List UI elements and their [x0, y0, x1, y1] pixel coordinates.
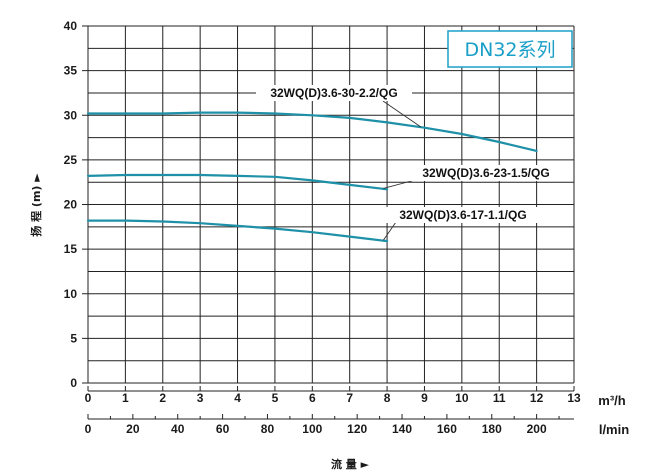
x-tick-label: 1: [122, 391, 129, 405]
y-tick-label: 30: [64, 108, 78, 122]
curve-label-background: [385, 207, 541, 223]
chart-title: DN32系列: [464, 39, 555, 61]
y-tick-label: 10: [64, 287, 78, 301]
x2-tick-label: 100: [302, 422, 322, 436]
x-tick-label: 12: [530, 391, 544, 405]
x2-tick-label: 80: [261, 422, 275, 436]
y-axis-title: 扬 程 (m) ►: [29, 173, 43, 237]
performance-curve: [86, 173, 389, 191]
y-tick-label: 5: [70, 331, 77, 345]
y-tick-label: 25: [64, 153, 78, 167]
y-tick-label: 0: [70, 376, 77, 390]
x2-tick-label: 160: [437, 422, 457, 436]
x2-tick-label: 140: [392, 422, 412, 436]
x2-tick-label: 0: [85, 422, 92, 436]
x2-tick-label: 60: [216, 422, 230, 436]
x-tick-label: 9: [421, 391, 428, 405]
chart-title-box: DN32系列: [447, 30, 573, 68]
x-tick-label: 10: [455, 391, 469, 405]
curve-label-background: [256, 85, 412, 101]
curve-leader-line: [382, 100, 421, 128]
x-tick-label: 5: [272, 391, 279, 405]
grid: [87, 25, 575, 384]
x2-tick-label: 40: [171, 422, 185, 436]
x-tick-label: 11: [493, 391, 506, 405]
y-tick-label: 20: [64, 198, 78, 212]
performance-curve: [86, 219, 389, 243]
x-tick-label: 4: [234, 391, 241, 405]
x-tick-label: 3: [197, 391, 204, 405]
labels: 32WQ(D)3.6-30-2.2/QG 32WQ(D)3.6-23-1.5/QG…: [256, 85, 564, 241]
y-tick-label: 40: [64, 19, 78, 33]
performance-curve: [86, 111, 538, 152]
x-tick-label: 7: [346, 391, 353, 405]
y-tick-label: 35: [64, 64, 78, 78]
y-tick-label: 15: [64, 242, 78, 256]
x2-tick-label: 120: [347, 422, 367, 436]
x-tick-label: 8: [384, 391, 391, 405]
x-tick-label: 2: [159, 391, 166, 405]
curve-label: 32WQ(D)3.6-17-1.1/QG: [399, 208, 526, 222]
curve-label: 32WQ(D)3.6-30-2.2/QG: [270, 86, 397, 100]
x-tick-label: 13: [567, 391, 581, 405]
x-axis-title: 流 量 ►: [331, 457, 370, 471]
curve-leader-line: [382, 221, 397, 241]
x-unit-top: m³/h: [598, 393, 626, 408]
x2-tick-label: 180: [482, 422, 502, 436]
x-tick-label: 0: [85, 391, 92, 405]
curve-label: 32WQ(D)3.6-23-1.5/QG: [422, 166, 549, 180]
x2-tick-label: 200: [527, 422, 547, 436]
curve-leader-line: [383, 179, 416, 189]
x-unit-bottom: l/min: [599, 422, 629, 437]
x-tick-label: 6: [309, 391, 316, 405]
x2-tick-label: 20: [126, 422, 140, 436]
curves: [86, 111, 538, 243]
curve-label-background: [408, 165, 564, 181]
